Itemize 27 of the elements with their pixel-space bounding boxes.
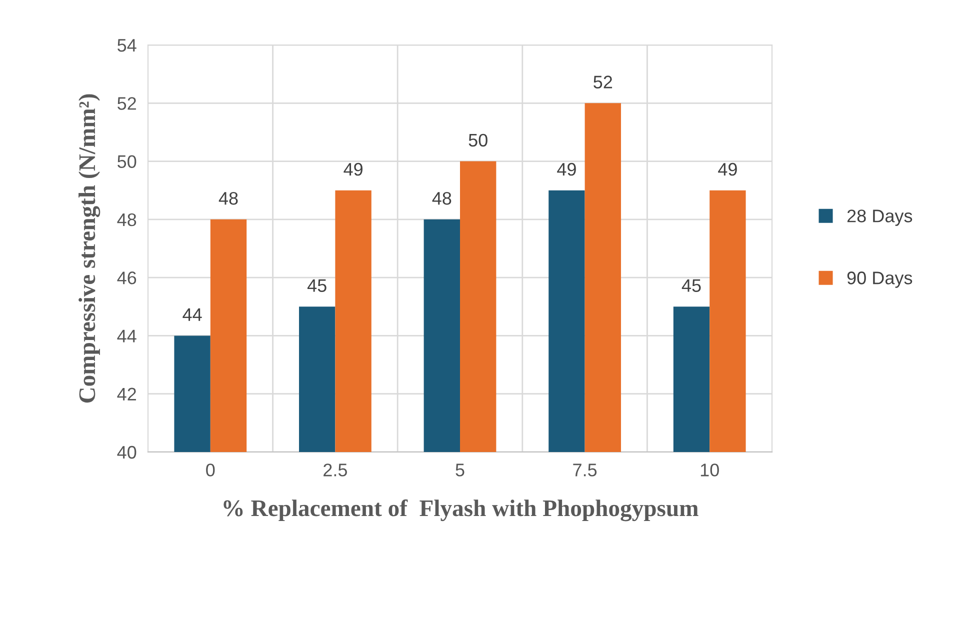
x-axis-title: % Replacement of Flyash with Phophogypsum [224, 499, 698, 522]
y-tick-label: 44 [117, 330, 136, 342]
data-label: 45 [307, 279, 326, 292]
data-label: 44 [182, 308, 202, 321]
legend-label: 90 Days [847, 272, 912, 288]
x-tick-label: 5 [456, 464, 464, 476]
data-label: 49 [718, 162, 737, 176]
y-tick-label: 50 [118, 155, 136, 168]
data-label: 45 [682, 279, 701, 292]
data-label: 52 [594, 76, 612, 88]
legend-label: 28 Days [847, 210, 912, 226]
data-label: 48 [432, 192, 452, 205]
y-tick-label: 48 [117, 213, 136, 226]
y-tick-label: 46 [117, 272, 136, 284]
y-tick-label: 40 [117, 446, 136, 459]
x-tick-label: 0 [206, 464, 215, 476]
data-label: 50 [468, 134, 488, 147]
data-label: 48 [218, 192, 238, 205]
data-label: 49 [557, 162, 576, 176]
y-tick-label: 52 [118, 97, 136, 110]
x-tick-label: 10 [700, 464, 719, 476]
y-axis-title: Compressive strength (N/mm²) [78, 94, 100, 403]
x-tick-label: 2.5 [324, 464, 347, 476]
y-tick-label: 42 [117, 388, 136, 400]
y-tick-label: 54 [118, 39, 136, 52]
x-tick-label: 7.5 [573, 464, 597, 476]
data-label: 49 [344, 162, 362, 176]
